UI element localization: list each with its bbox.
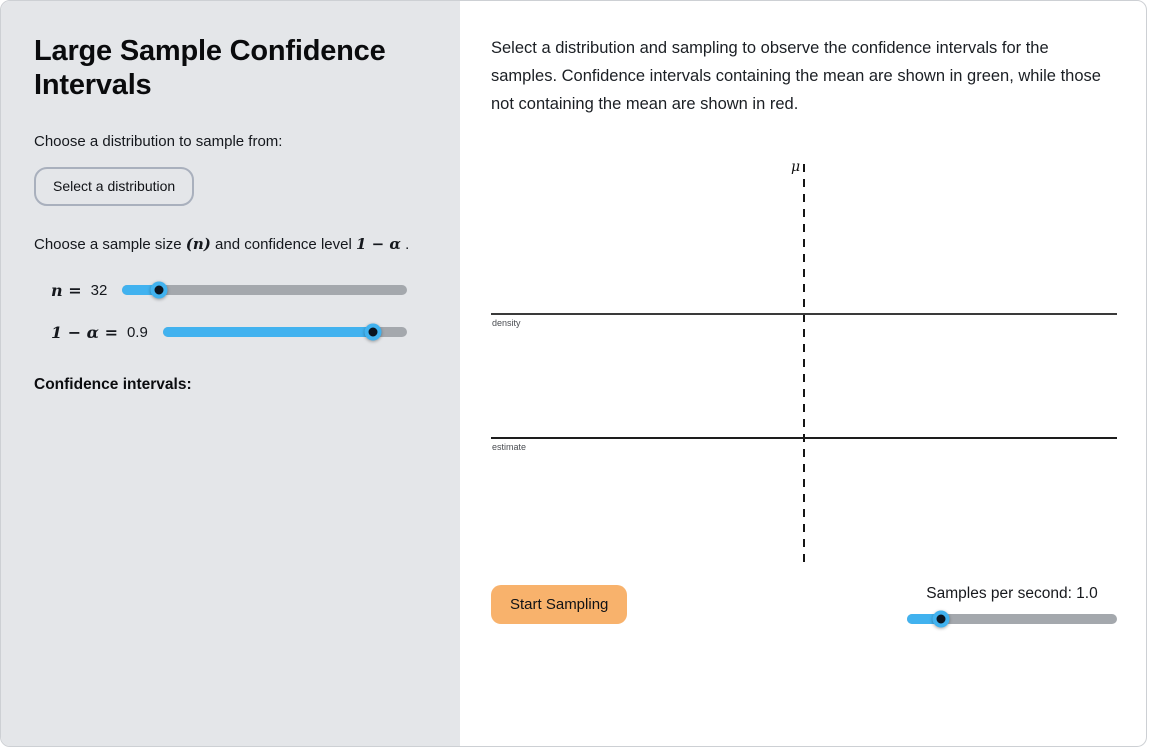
n-slider-row: n = 32: [51, 281, 407, 300]
sidebar: Large Sample Confidence Intervals Choose…: [1, 1, 460, 746]
sentence-part: Choose a sample size: [34, 236, 186, 254]
samples-per-second-slider[interactable]: [907, 610, 1117, 628]
confidence-intervals-heading: Confidence intervals:: [34, 375, 192, 393]
samples-per-second-label: Samples per second: 1.0: [926, 585, 1098, 602]
n-slider-value: 32: [90, 281, 108, 299]
density-axis-line: [491, 313, 1117, 315]
n-slider-fill: [122, 285, 160, 296]
n-slider-knob[interactable]: [150, 281, 168, 299]
bottom-controls: Start Sampling Samples per second: 1.0: [491, 585, 1117, 628]
density-axis-label: density: [492, 318, 521, 328]
samples-slider-fill: [907, 614, 941, 624]
start-sampling-button[interactable]: Start Sampling: [491, 585, 628, 624]
estimate-axis-label: estimate: [492, 442, 527, 452]
sample-size-sentence: Choose a sample size (n) and confidence …: [34, 233, 432, 257]
alpha-slider-fill: [162, 327, 373, 338]
alpha-slider-row: 1 − α = 0.9: [51, 323, 407, 342]
alpha-slider-symbol: 1 − α =: [51, 322, 118, 342]
select-distribution-button[interactable]: Select a distribution: [34, 167, 195, 207]
sentence-part: .: [400, 236, 410, 254]
page-title: Large Sample Confidence Intervals: [34, 35, 386, 102]
mu-label: μ: [791, 159, 801, 175]
samples-slider-knob[interactable]: [932, 610, 950, 628]
sentence-part: and confidence level: [210, 236, 356, 254]
n-slider-symbol: n =: [51, 280, 82, 300]
alpha-slider[interactable]: [162, 323, 407, 341]
estimate-axis-line: [491, 437, 1117, 439]
description-text: Select a distribution and sampling to ob…: [491, 39, 1101, 113]
samples-per-second-control: Samples per second: 1.0: [907, 585, 1117, 628]
mean-dashed-line: [803, 164, 805, 564]
alpha-slider-value: 0.9: [126, 323, 148, 341]
confidence-interval-plot: μ density estimate: [491, 159, 1117, 564]
main-panel: Select a distribution and sampling to ob…: [460, 1, 1146, 746]
n-slider[interactable]: [122, 281, 407, 299]
choose-distribution-label: Choose a distribution to sample from:: [34, 133, 283, 151]
math-one-minus-alpha: 1 − α: [355, 235, 401, 254]
math-n: (n): [185, 235, 211, 254]
alpha-slider-knob[interactable]: [364, 323, 382, 341]
